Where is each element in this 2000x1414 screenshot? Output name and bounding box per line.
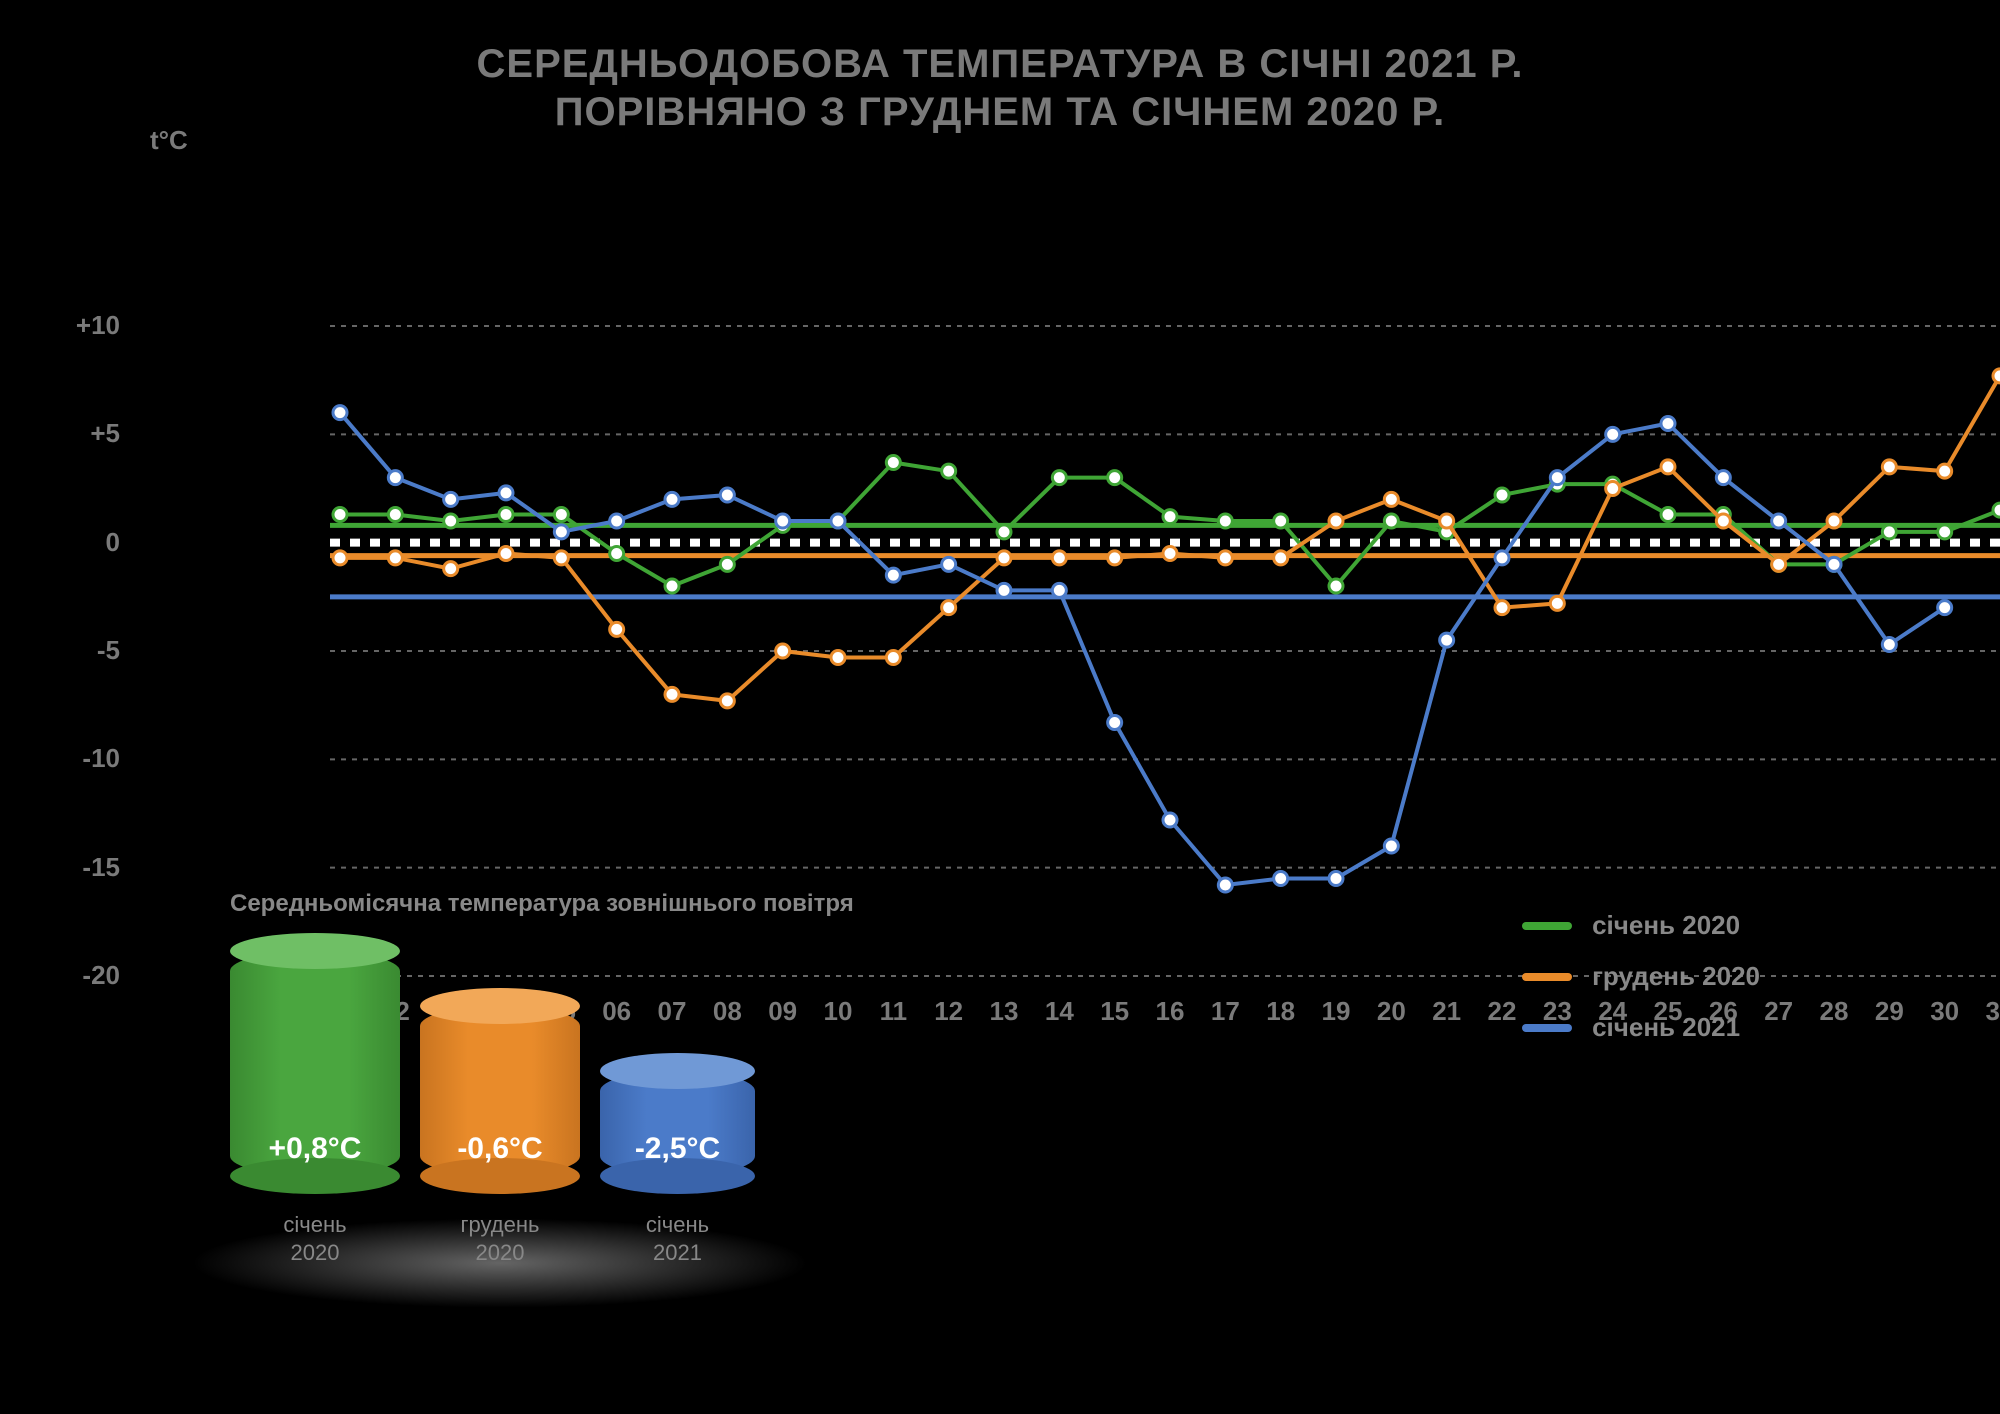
y-tick-label: 0 [40, 527, 120, 558]
legend-item: січень 2021 [1522, 1012, 1760, 1043]
cylinder-value: -2,5°С [600, 1132, 755, 1166]
legend-swatch [1522, 973, 1572, 981]
x-tick-label: 17 [1200, 996, 1250, 1027]
x-tick-label: 18 [1256, 996, 1306, 1027]
cylinder-body: -2,5°С [600, 1071, 755, 1176]
cylinder-top [230, 933, 400, 969]
x-tick-label: 13 [979, 996, 1029, 1027]
cylinder-body: -0,6°С [420, 1006, 580, 1176]
title-line-1: СЕРЕДНЬОДОБОВА ТЕМПЕРАТУРА В СІЧНІ 2021 … [477, 42, 1524, 86]
x-tick-label: 19 [1311, 996, 1361, 1027]
legend: січень 2020 грудень 2020 січень 2021 [1522, 910, 1760, 1063]
cylinder-body: +0,8°С [230, 951, 400, 1176]
x-tick-label: 30 [1920, 996, 1970, 1027]
monthly-avg-section: Середньомісячна температура зовнішнього … [230, 890, 854, 1368]
cylinder-value: +0,8°С [230, 1132, 400, 1166]
avg-cylinder: -0,6°С грудень2020 [420, 1006, 580, 1268]
y-tick-label: -5 [40, 635, 120, 666]
cylinder-value: -0,6°С [420, 1132, 580, 1166]
legend-item: січень 2020 [1522, 910, 1760, 941]
legend-item: грудень 2020 [1522, 961, 1760, 992]
cylinder-label: січень2020 [230, 1211, 400, 1268]
x-tick-label: 29 [1864, 996, 1914, 1027]
x-tick-label: 22 [1477, 996, 1527, 1027]
chart-title: СЕРЕДНЬОДОБОВА ТЕМПЕРАТУРА В СІЧНІ 2021 … [100, 40, 1900, 136]
x-tick-label: 14 [1034, 996, 1084, 1027]
cylinder-section-title: Середньомісячна температура зовнішнього … [230, 890, 854, 918]
x-tick-label: 11 [868, 996, 918, 1027]
cylinder-label: грудень2020 [420, 1211, 580, 1268]
x-tick-label: 21 [1422, 996, 1472, 1027]
legend-swatch [1522, 1024, 1572, 1032]
chart-container: СЕРЕДНЬОДОБОВА ТЕМПЕРАТУРА В СІЧНІ 2021 … [0, 0, 2000, 1414]
x-tick-label: 27 [1754, 996, 1804, 1027]
y-tick-label: +5 [40, 418, 120, 449]
legend-label: грудень 2020 [1592, 961, 1760, 992]
x-tick-label: 28 [1809, 996, 1859, 1027]
title-line-2: ПОРІВНЯНО З ГРУДНЕМ ТА СІЧНЕМ 2020 Р. [555, 90, 1446, 134]
x-tick-label: 15 [1090, 996, 1140, 1027]
legend-label: січень 2021 [1592, 1012, 1740, 1043]
legend-swatch [1522, 922, 1572, 930]
cylinder-label: січень2021 [600, 1211, 755, 1268]
x-tick-label: 16 [1145, 996, 1195, 1027]
x-tick-label: 12 [924, 996, 974, 1027]
x-tick-label: 31 [1975, 996, 2000, 1027]
avg-cylinder: -2,5°С січень2021 [600, 1071, 755, 1268]
y-tick-label: -15 [40, 852, 120, 883]
avg-cylinder: +0,8°С січень2020 [230, 951, 400, 1268]
x-tick-label: 20 [1366, 996, 1416, 1027]
cylinders-wrap: +0,8°С січень2020 -0,6°С грудень2020 -2,5°С с… [230, 948, 830, 1368]
cylinder-top [600, 1053, 755, 1089]
y-tick-label: +10 [40, 310, 120, 341]
y-axis-label: t°C [150, 125, 188, 156]
cylinder-top [420, 988, 580, 1024]
y-tick-label: -10 [40, 743, 120, 774]
legend-label: січень 2020 [1592, 910, 1740, 941]
y-tick-label: -20 [40, 960, 120, 991]
